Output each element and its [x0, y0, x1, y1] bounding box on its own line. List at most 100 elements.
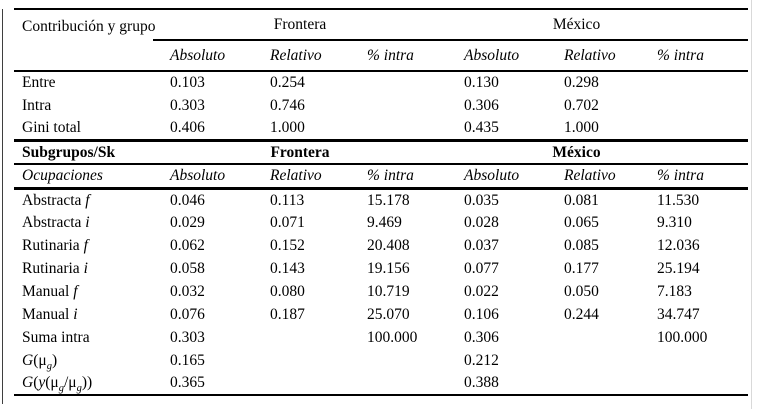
row-label: Abstracta i — [14, 211, 153, 234]
label-text: )) — [81, 374, 93, 392]
cell-value: 0.032 — [170, 282, 205, 300]
row-label: Rutinaria i — [14, 257, 153, 280]
col-header-intra-frontera-2: % intra — [350, 164, 448, 190]
cell-value: 9.310 — [657, 213, 692, 231]
row-label: Gini total — [14, 117, 153, 142]
cell-value: 0.085 — [564, 236, 599, 254]
cell-value: 20.408 — [367, 236, 410, 254]
label-text: Suma intra — [22, 328, 90, 346]
table-row: Gini total 0.406 1.000 0.435 1.000 — [14, 117, 749, 142]
col-header-relativo-mexico-2: Relativo — [547, 164, 641, 190]
cell-value: 0.076 — [170, 305, 205, 323]
cell-value: 15.178 — [367, 191, 410, 209]
cell-value: 0.365 — [170, 374, 205, 392]
label-text: f — [83, 236, 88, 254]
cell-value: 0.058 — [170, 259, 205, 277]
cell-value: 11.530 — [657, 191, 700, 209]
cell-value: 0.435 — [447, 117, 548, 142]
cell-value — [253, 372, 350, 395]
cell-value: 7.183 — [657, 282, 692, 300]
cell-value — [350, 94, 447, 117]
cell-value: 9.469 — [367, 213, 402, 231]
cell-value: 1.000 — [547, 117, 641, 142]
label-text: Gini total — [22, 119, 81, 137]
row-label: Rutinaria f — [14, 234, 153, 257]
label-text: ( — [33, 374, 39, 392]
section2-title-row: Subgrupos/Sk Frontera México — [14, 140, 749, 165]
col-header-ocupaciones: Ocupaciones — [14, 164, 153, 190]
cell-value: 0.388 — [464, 374, 499, 392]
cell-value: 25.194 — [657, 259, 700, 277]
label-text: /μ — [64, 374, 77, 392]
table-row: G(μg) 0.165 0.212 — [14, 349, 748, 372]
label-text: Abstracta — [22, 191, 86, 209]
table-row: Manual i 0.076 0.187 25.070 0.106 0.244 34.747 — [14, 303, 748, 326]
subscript-text: g — [76, 383, 82, 395]
section2-group-frontera: Frontera — [153, 140, 448, 165]
occupation-rows-body: Abstracta f 0.046 0.113 15.178 0.035 0.081 11.… — [14, 188, 748, 395]
cell-value — [640, 71, 748, 94]
cell-value: 0.113 — [270, 191, 305, 209]
cell-value — [350, 372, 447, 395]
row-label: Entre — [14, 71, 153, 94]
label-text: ) — [51, 351, 58, 369]
cell-value: 0.177 — [564, 259, 599, 277]
cell-value — [350, 349, 447, 372]
cell-value: 12.036 — [657, 236, 700, 254]
subheader-row: Absoluto Relativo % intra Absoluto Relat… — [14, 40, 749, 72]
cell-value: 0.306 — [464, 96, 499, 114]
row-group-header: Contribución y grupo — [14, 9, 155, 72]
cell-value — [253, 349, 350, 372]
label-text: G — [22, 351, 34, 369]
cell-value — [640, 349, 748, 372]
cell-value: 0.298 — [564, 74, 599, 92]
cell-value: 0.029 — [170, 213, 205, 231]
label-text: (μ — [45, 374, 59, 392]
table-row: Manual f 0.032 0.080 10.719 0.022 0.050 7.183 — [14, 280, 748, 303]
col-header-absoluto-mexico-2: Absoluto — [447, 164, 548, 190]
cell-value: 0.035 — [464, 191, 499, 209]
cell-value: 0.071 — [270, 213, 305, 231]
label-text: f — [85, 191, 90, 209]
cell-value: 0.143 — [270, 259, 305, 277]
label-text: Intra — [22, 96, 52, 114]
cell-value: 0.065 — [564, 213, 599, 231]
table-row: Intra 0.303 0.746 0.306 0.702 — [14, 94, 748, 117]
label-text: Abstracta — [22, 213, 86, 231]
col-header-absoluto-frontera-2: Absoluto — [153, 164, 253, 190]
cell-value — [350, 117, 448, 142]
group-header-mexico: México — [447, 9, 749, 41]
table-row: G(y(μg/μg)) 0.365 0.388 — [14, 372, 748, 395]
cell-value: 0.303 — [170, 96, 205, 114]
label-text: i — [83, 259, 88, 277]
label-text: i — [85, 213, 90, 231]
cell-value: 0.050 — [564, 282, 599, 300]
cell-value: 0.702 — [564, 96, 599, 114]
cell-value: 34.747 — [657, 305, 700, 323]
cell-value: 0.303 — [170, 328, 205, 346]
table-row: Rutinaria f 0.062 0.152 20.408 0.037 0.085 12.… — [14, 234, 748, 257]
cell-value: 0.028 — [464, 213, 499, 231]
left-border-line — [2, 9, 3, 404]
cell-value: 10.719 — [367, 282, 410, 300]
label-text: Rutinaria — [22, 259, 84, 277]
cell-value: 0.212 — [464, 351, 499, 369]
cell-value: 0.130 — [464, 74, 499, 92]
gini-decomposition-table: Contribución y grupo Frontera México Abs… — [14, 8, 749, 396]
cell-value: 25.070 — [367, 305, 410, 323]
cell-value — [547, 349, 640, 372]
col-header-relativo-frontera-2: Relativo — [253, 164, 350, 190]
cell-value: 1.000 — [253, 117, 350, 142]
cell-value — [253, 326, 350, 349]
col-header-intra-frontera: % intra — [350, 40, 448, 72]
col-header-absoluto-frontera: Absoluto — [153, 40, 253, 72]
label-text: y — [38, 374, 46, 392]
label-text: Manual — [22, 282, 74, 300]
cell-value: 0.106 — [464, 305, 499, 323]
table-row: Abstracta f 0.046 0.113 15.178 0.035 0.081 11.… — [14, 188, 748, 211]
label-text: f — [73, 282, 78, 300]
cell-value: 0.077 — [464, 259, 499, 277]
label-text: Manual — [22, 305, 74, 323]
cell-value — [640, 94, 748, 117]
